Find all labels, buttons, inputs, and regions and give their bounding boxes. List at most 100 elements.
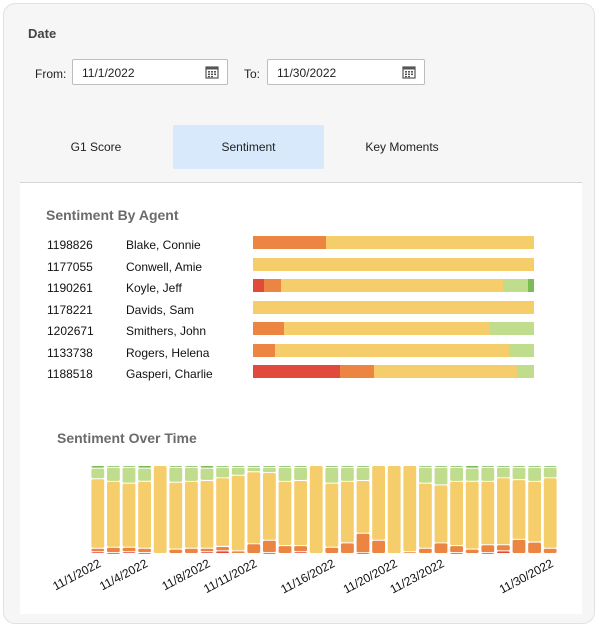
time-bar-segment-negative[interactable] [107, 547, 120, 553]
time-bar-segment-very-positive[interactable] [356, 466, 370, 467]
time-bar-segment-positive[interactable] [263, 467, 276, 473]
sentiment-segment-very-negative[interactable] [253, 279, 265, 292]
time-bar-segment-neutral[interactable] [325, 483, 339, 547]
time-bar[interactable] [543, 466, 557, 553]
time-bar[interactable] [419, 466, 432, 553]
time-bar-segment-positive[interactable] [247, 467, 261, 472]
sentiment-segment-positive[interactable] [489, 322, 534, 335]
time-bar[interactable] [341, 466, 354, 553]
time-bar[interactable] [169, 466, 183, 553]
time-bar-segment-neutral[interactable] [465, 481, 479, 549]
time-bar-segment-neutral[interactable] [200, 481, 214, 548]
time-bar-segment-positive[interactable] [216, 467, 229, 478]
time-bar-segment-very-negative[interactable] [122, 552, 136, 553]
time-bar-segment-negative[interactable] [247, 544, 261, 553]
tab-sentiment[interactable]: Sentiment [173, 125, 324, 169]
time-bar[interactable] [263, 466, 276, 554]
time-bar-segment-positive[interactable] [325, 467, 339, 483]
time-bar-segment-neutral[interactable] [372, 466, 385, 540]
sentiment-segment-neutral[interactable] [275, 343, 509, 357]
time-bar[interactable] [294, 466, 307, 553]
time-bar-segment-very-negative[interactable] [481, 553, 495, 554]
time-bar[interactable] [403, 466, 417, 553]
time-bar[interactable] [387, 466, 401, 553]
sentiment-segment-negative[interactable] [253, 343, 276, 357]
time-bar-segment-very-positive[interactable] [247, 466, 261, 467]
sentiment-segment-negative[interactable] [264, 279, 282, 292]
time-bar[interactable] [107, 466, 120, 554]
time-bar-segment-very-positive[interactable] [263, 466, 276, 467]
time-bar-segment-neutral[interactable] [356, 481, 370, 533]
time-bar[interactable] [356, 466, 370, 554]
time-bar-segment-neutral[interactable] [231, 475, 245, 551]
time-bar-segment-very-positive[interactable] [185, 466, 198, 467]
time-bar-segment-very-negative[interactable] [216, 551, 229, 553]
sentiment-segment-positive[interactable] [517, 365, 534, 378]
time-bar-segment-negative[interactable] [497, 545, 510, 551]
time-bar-segment-very-positive[interactable] [481, 466, 495, 467]
time-bar-segment-very-positive[interactable] [231, 466, 245, 467]
time-bar-segment-neutral[interactable] [341, 481, 354, 543]
sentiment-segment-positive[interactable] [508, 343, 534, 357]
time-bar-segment-positive[interactable] [434, 467, 448, 485]
time-bar-segment-neutral[interactable] [481, 481, 495, 545]
time-bar[interactable] [216, 466, 229, 553]
time-bar-segment-very-positive[interactable] [216, 466, 229, 467]
time-bar-segment-neutral[interactable] [387, 466, 401, 553]
time-bar-segment-very-positive[interactable] [91, 466, 105, 468]
sentiment-segment-very-negative[interactable] [253, 365, 341, 378]
time-bar[interactable] [247, 466, 261, 553]
time-bar-segment-negative[interactable] [91, 548, 105, 552]
time-bar[interactable] [231, 466, 245, 553]
agent-row[interactable]: 1190261 Koyle, Jeff [20, 279, 580, 299]
time-bar-segment-very-positive[interactable] [450, 466, 463, 467]
sentiment-segment-very-positive[interactable] [528, 279, 534, 292]
sentiment-segment-neutral[interactable] [281, 279, 504, 292]
time-bar[interactable] [434, 466, 448, 553]
time-bar-segment-negative[interactable] [481, 545, 495, 553]
time-bar[interactable] [497, 466, 510, 553]
agent-sentiment-bar[interactable] [253, 343, 534, 357]
agent-row[interactable]: 1133738 Rogers, Helena [20, 343, 580, 364]
time-bar-segment-negative[interactable] [278, 546, 292, 553]
tab-g1-score[interactable]: G1 Score [70, 140, 122, 154]
agent-row[interactable]: 1198826 Blake, Connie [20, 236, 580, 256]
agent-sentiment-bar[interactable] [253, 300, 534, 314]
time-bar-segment-neutral[interactable] [91, 479, 105, 548]
time-bar-segment-positive[interactable] [497, 467, 510, 478]
time-bar-segment-positive[interactable] [341, 467, 354, 481]
time-bar-segment-very-negative[interactable] [107, 553, 120, 554]
time-bar-segment-negative[interactable] [185, 548, 198, 553]
time-bar-segment-very-positive[interactable] [278, 466, 292, 467]
time-bar-segment-very-positive[interactable] [434, 466, 448, 467]
time-bar-segment-negative[interactable] [294, 546, 307, 552]
time-bar[interactable] [325, 466, 339, 553]
time-bar-segment-negative[interactable] [543, 548, 557, 553]
time-bar-segment-positive[interactable] [543, 467, 557, 478]
time-bar-segment-positive[interactable] [528, 467, 541, 481]
time-bar[interactable] [185, 466, 198, 553]
time-bar-segment-neutral[interactable] [294, 481, 307, 546]
time-bar-segment-very-positive[interactable] [419, 466, 432, 467]
time-bar-segment-positive[interactable] [278, 467, 292, 481]
time-bar-segment-neutral[interactable] [122, 483, 136, 547]
time-bar-segment-neutral[interactable] [543, 478, 557, 548]
agent-row[interactable]: 1202671 Smithers, John [20, 322, 580, 342]
time-bar-segment-very-positive[interactable] [325, 466, 339, 467]
time-bar-segment-positive[interactable] [465, 468, 479, 481]
time-bar-segment-negative[interactable] [512, 539, 526, 553]
time-bar-segment-positive[interactable] [512, 467, 526, 480]
time-bar-segment-negative[interactable] [216, 547, 229, 551]
time-bar-segment-negative[interactable] [434, 543, 448, 553]
time-bar-segment-negative[interactable] [263, 540, 276, 553]
sentiment-segment-negative[interactable] [253, 236, 327, 249]
sentiment-segment-neutral[interactable] [326, 236, 534, 249]
to-date-field[interactable]: 11/30/2022 [267, 59, 425, 85]
time-bar-segment-negative[interactable] [403, 552, 417, 553]
time-bar-segment-neutral[interactable] [185, 481, 198, 548]
time-bar[interactable] [465, 466, 479, 553]
time-bar-segment-positive[interactable] [122, 467, 136, 483]
time-bar-segment-positive[interactable] [91, 468, 105, 479]
agent-sentiment-bar[interactable] [253, 322, 534, 335]
time-bar-segment-negative[interactable] [372, 540, 385, 553]
